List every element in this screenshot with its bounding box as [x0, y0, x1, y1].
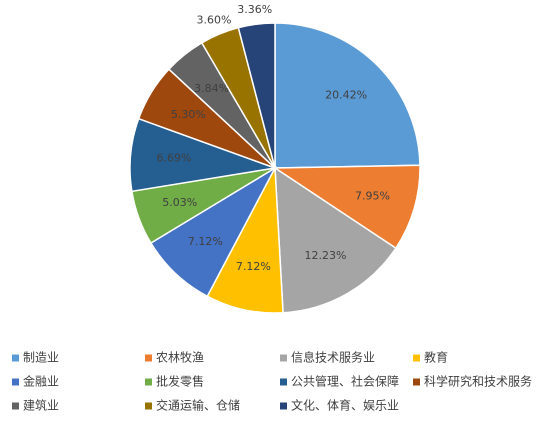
pie-slice	[237, 22, 276, 169]
pie-slice	[272, 164, 421, 250]
legend-label: 信息技术服务业	[291, 350, 375, 365]
legend-swatch	[280, 354, 287, 362]
legend-swatch	[413, 378, 420, 386]
legend-label: 交通运输、仓储	[156, 398, 240, 413]
legend-swatch	[12, 354, 19, 362]
data-label: 7.95%	[355, 189, 390, 202]
legend-label: 科学研究和技术服务	[424, 374, 532, 389]
legend-swatch	[280, 402, 287, 410]
legend-swatch	[280, 378, 287, 386]
pie-slice	[274, 166, 397, 314]
legend-label: 农林牧渔	[156, 351, 204, 365]
legend-swatch	[12, 378, 19, 386]
legend-label: 制造业	[23, 351, 59, 365]
data-label: 20.42%	[325, 89, 367, 102]
data-label: 5.30%	[171, 108, 206, 121]
pie-slice	[274, 22, 421, 169]
legend-label: 金融业	[23, 374, 59, 389]
legend-label: 建筑业	[23, 398, 59, 413]
legend-swatch	[12, 402, 19, 410]
legend-swatch	[145, 402, 152, 410]
legend-label: 批发零售	[156, 374, 204, 389]
data-label: 3.36%	[237, 3, 272, 16]
data-label: 6.69%	[156, 152, 191, 165]
data-label: 3.60%	[197, 14, 232, 27]
data-label: 3.84%	[194, 82, 229, 95]
legend-swatch	[413, 354, 420, 362]
data-label: 7.12%	[188, 235, 223, 248]
legend-swatch	[145, 378, 152, 386]
data-label: 5.03%	[162, 196, 197, 209]
data-label: 12.23%	[304, 249, 346, 262]
legend-label: 公共管理、社会保障	[291, 374, 399, 389]
legend-label: 教育	[424, 350, 448, 365]
legend-label: 文化、体育、娱乐业	[291, 398, 399, 413]
data-label: 7.12%	[236, 260, 271, 273]
legend-swatch	[145, 354, 152, 362]
